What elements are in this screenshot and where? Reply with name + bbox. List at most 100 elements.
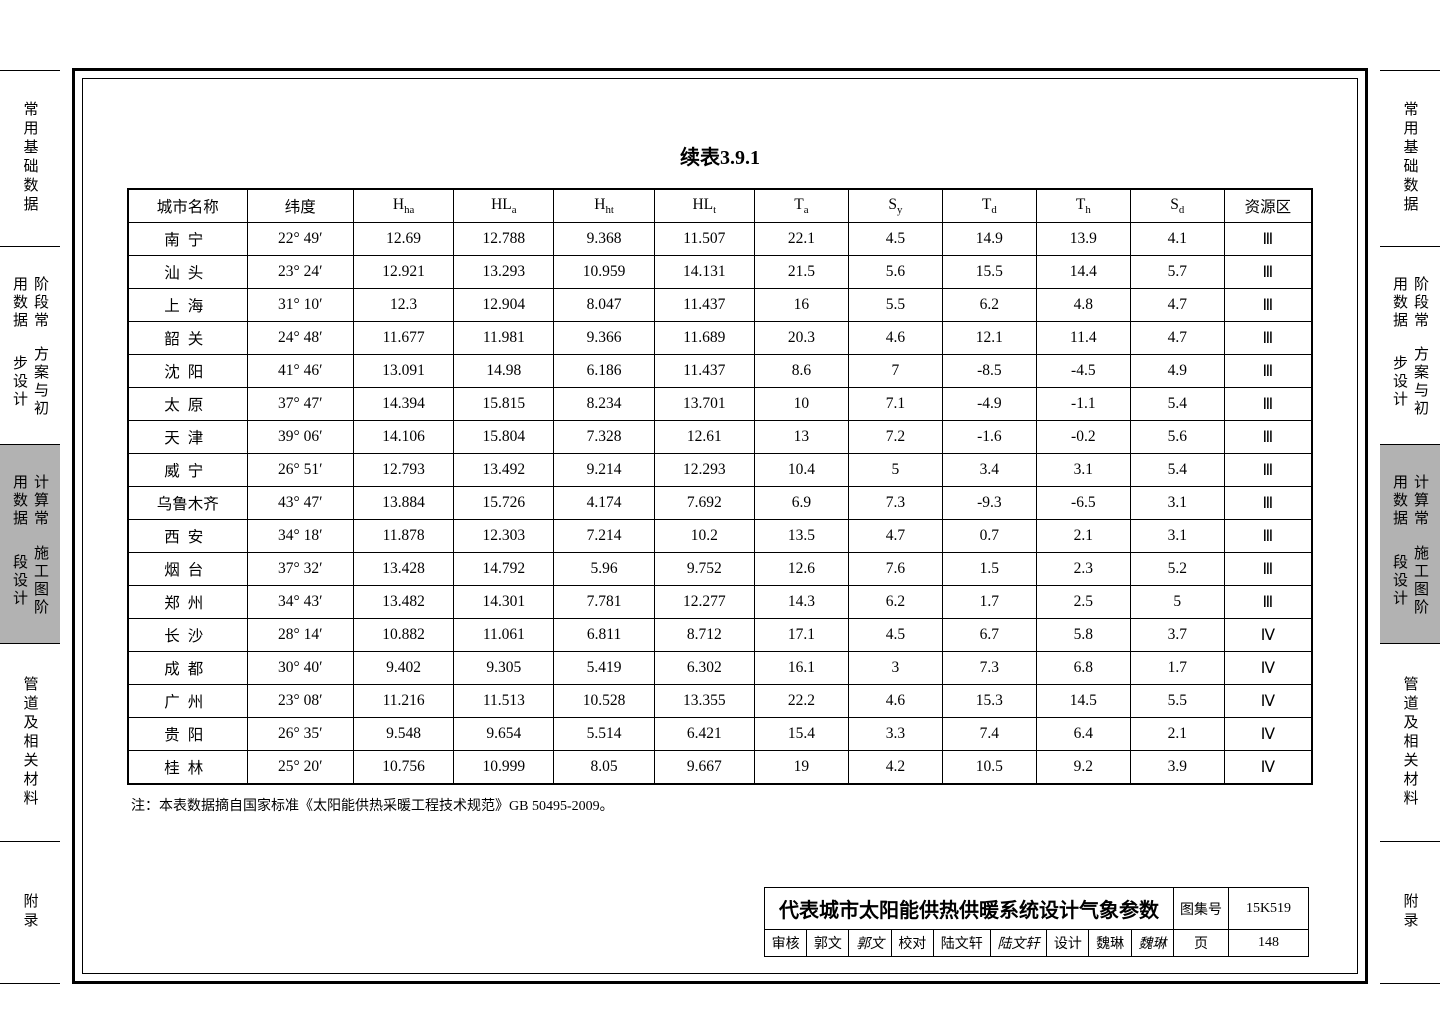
table-cell: -9.3: [942, 487, 1036, 520]
table-row: 上海31° 10′12.312.9048.04711.437165.56.24.…: [128, 289, 1312, 322]
table-row: 西安34° 18′11.87812.3037.21410.213.54.70.7…: [128, 520, 1312, 553]
col-header: Hha: [354, 189, 454, 223]
table-cell: 11.507: [654, 223, 754, 256]
table-row: 长沙28° 14′10.88211.0616.8118.71217.14.56.…: [128, 619, 1312, 652]
table-cell: 上海: [128, 289, 247, 322]
table-cell: 5.5: [848, 289, 942, 322]
table-cell: Ⅲ: [1224, 487, 1312, 520]
table-cell: 韶关: [128, 322, 247, 355]
table-cell: 13: [754, 421, 848, 454]
table-cell: 13.9: [1036, 223, 1130, 256]
right-tab-1: 阶段常用数据方案与初步设计: [1380, 246, 1440, 444]
table-cell: 4.5: [848, 223, 942, 256]
table-cell: 28° 14′: [247, 619, 353, 652]
table-cell: 6.302: [654, 652, 754, 685]
table-cell: 南宁: [128, 223, 247, 256]
table-cell: 1.7: [1130, 652, 1224, 685]
table-cell: 4.6: [848, 322, 942, 355]
col-header: 城市名称: [128, 189, 247, 223]
table-cell: 9.214: [554, 454, 654, 487]
table-cell: 10.2: [654, 520, 754, 553]
table-cell: 1.5: [942, 553, 1036, 586]
table-cell: 5: [848, 454, 942, 487]
table-cell: 22.2: [754, 685, 848, 718]
table-cell: 22° 49′: [247, 223, 353, 256]
table-cell: Ⅲ: [1224, 289, 1312, 322]
col-header: HLt: [654, 189, 754, 223]
table-cell: 24° 48′: [247, 322, 353, 355]
table-cell: 34° 43′: [247, 586, 353, 619]
left-tab-2: 计算常用数据施工图阶段设计: [0, 444, 60, 642]
table-cell: 10.756: [354, 751, 454, 785]
table-cell: 3.7: [1130, 619, 1224, 652]
left-tab-1: 阶段常用数据方案与初步设计: [0, 246, 60, 444]
table-cell: 9.366: [554, 322, 654, 355]
table-cell: Ⅲ: [1224, 322, 1312, 355]
table-cell: 9.305: [454, 652, 554, 685]
table-cell: 乌鲁木齐: [128, 487, 247, 520]
table-cell: 长沙: [128, 619, 247, 652]
table-cell: 5.6: [1130, 421, 1224, 454]
table-cell: 12.293: [654, 454, 754, 487]
table-note: 注：本表数据摘自国家标准《太阳能供热采暖工程技术规范》GB 50495-2009…: [127, 795, 1313, 815]
table-cell: 10.528: [554, 685, 654, 718]
table-cell: 15.804: [454, 421, 554, 454]
table-cell: 3.1: [1036, 454, 1130, 487]
atlas-no: 15K519: [1229, 888, 1309, 930]
table-cell: 4.7: [1130, 322, 1224, 355]
table-cell: 43° 47′: [247, 487, 353, 520]
table-cell: 2.3: [1036, 553, 1130, 586]
table-cell: 9.402: [354, 652, 454, 685]
table-cell: 3.9: [1130, 751, 1224, 785]
table-cell: 1.7: [942, 586, 1036, 619]
col-header: Sd: [1130, 189, 1224, 223]
table-caption: 续表3.9.1: [127, 141, 1313, 170]
proof-sig: 陆文轩: [990, 930, 1047, 957]
table-cell: Ⅲ: [1224, 553, 1312, 586]
table-cell: 4.5: [848, 619, 942, 652]
table-cell: 11.4: [1036, 322, 1130, 355]
table-cell: 10.4: [754, 454, 848, 487]
table-cell: 13.482: [354, 586, 454, 619]
table-row: 威宁26° 51′12.79313.4929.21412.29310.453.4…: [128, 454, 1312, 487]
table-cell: 12.6: [754, 553, 848, 586]
table-cell: 15.726: [454, 487, 554, 520]
table-cell: 5.6: [848, 256, 942, 289]
table-cell: 2.5: [1036, 586, 1130, 619]
table-cell: 37° 47′: [247, 388, 353, 421]
table-cell: 13.492: [454, 454, 554, 487]
table-cell: 郑州: [128, 586, 247, 619]
table-cell: 3.4: [942, 454, 1036, 487]
table-cell: 19: [754, 751, 848, 785]
table-cell: 12.788: [454, 223, 554, 256]
table-cell: 沈阳: [128, 355, 247, 388]
left-tab-0: 常用基础数据: [0, 70, 60, 246]
table-cell: 2.1: [1036, 520, 1130, 553]
table-cell: 14.9: [942, 223, 1036, 256]
table-cell: 23° 24′: [247, 256, 353, 289]
table-cell: Ⅲ: [1224, 256, 1312, 289]
table-cell: 17.1: [754, 619, 848, 652]
page: 常用基础数据 阶段常用数据方案与初步设计 计算常用数据施工图阶段设计 管道及相关…: [0, 0, 1440, 1024]
table-cell: Ⅳ: [1224, 685, 1312, 718]
table-cell: 10.959: [554, 256, 654, 289]
table-cell: 8.712: [654, 619, 754, 652]
table-cell: 9.368: [554, 223, 654, 256]
table-cell: 14.301: [454, 586, 554, 619]
table-cell: 13.293: [454, 256, 554, 289]
right-tab-3: 管道及相关材料: [1380, 643, 1440, 841]
table-cell: Ⅳ: [1224, 751, 1312, 785]
table-cell: Ⅳ: [1224, 619, 1312, 652]
drawing-title: 代表城市太阳能供热供暖系统设计气象参数: [765, 888, 1174, 930]
atlas-label: 图集号: [1174, 888, 1229, 930]
table-cell: 6.7: [942, 619, 1036, 652]
table-cell: 14.394: [354, 388, 454, 421]
table-cell: 10.882: [354, 619, 454, 652]
table-row: 韶关24° 48′11.67711.9819.36611.68920.34.61…: [128, 322, 1312, 355]
table-cell: 16.1: [754, 652, 848, 685]
table-cell: 9.2: [1036, 751, 1130, 785]
table-cell: 太原: [128, 388, 247, 421]
table-cell: 34° 18′: [247, 520, 353, 553]
left-tab-3: 管道及相关材料: [0, 643, 60, 841]
col-header: 资源区: [1224, 189, 1312, 223]
